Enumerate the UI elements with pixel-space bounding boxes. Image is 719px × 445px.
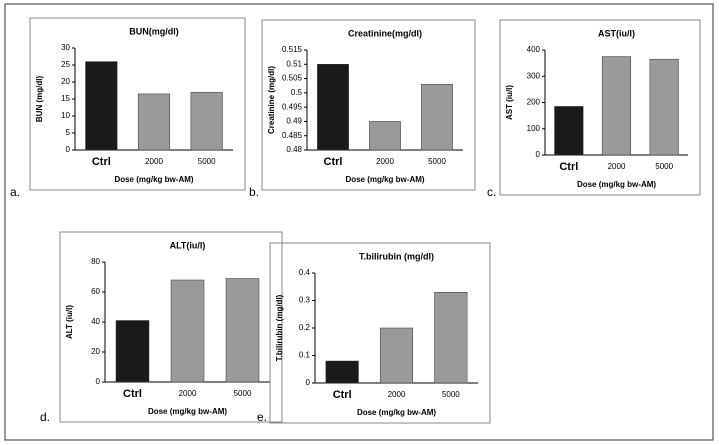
bar: [369, 121, 401, 151]
chart-title: AST(iu/l): [598, 28, 635, 38]
panel-label: d.: [40, 410, 50, 424]
y-axis-label: Creatinine (mg/dl): [267, 66, 276, 134]
y-axis-label: AST (iu/l): [505, 85, 514, 120]
y-axis-label: T.bilirubin (mg/dl): [275, 294, 284, 361]
y-tick-label: 15: [61, 94, 70, 103]
x-tick-label: 5000: [428, 157, 446, 166]
y-tick-label: 0: [66, 145, 71, 154]
y-tick-label: 0.515: [282, 45, 303, 54]
y-tick-label: 0.51: [286, 59, 302, 68]
x-tick-label: 5000: [198, 157, 216, 166]
bar: [225, 278, 260, 383]
y-tick-label: 20: [61, 77, 70, 86]
x-tick-label: 2000: [608, 162, 626, 171]
bar: [325, 360, 359, 384]
y-axis-label: ALT (iu/l): [65, 305, 74, 339]
bar: [649, 58, 679, 156]
bar: [379, 327, 414, 384]
panel-label: e.: [257, 410, 267, 424]
bar: [115, 320, 150, 383]
chart-box: [269, 242, 491, 424]
x-tick-label: 2000: [179, 389, 197, 398]
y-tick-label: 0.2: [299, 323, 311, 332]
y-tick-label: 20: [91, 347, 100, 356]
y-tick-label: 0.4: [299, 268, 311, 277]
y-tick-label: 0.3: [299, 296, 311, 305]
x-tick-label: Ctrl: [123, 388, 142, 400]
y-tick-label: 0.485: [282, 131, 303, 140]
x-axis-label: Dose (mg/kg bw-AM): [577, 180, 656, 189]
chart-title: ALT(iu/l): [170, 240, 206, 250]
bar: [85, 61, 118, 151]
y-tick-label: 0.48: [286, 145, 302, 154]
x-tick-label: 2000: [376, 157, 394, 166]
y-axis-label: BUN (mg/dl): [35, 76, 44, 123]
x-tick-label: 5000: [655, 162, 673, 171]
y-tick-label: 100: [527, 124, 541, 133]
x-axis-label: Dose (mg/kg bw-AM): [114, 175, 193, 184]
y-tick-label: 25: [61, 60, 70, 69]
bar: [554, 106, 584, 156]
x-tick-label: Ctrl: [92, 156, 111, 168]
x-tick-label: 2000: [388, 390, 406, 399]
chart-box: [499, 19, 701, 196]
y-tick-label: 40: [91, 317, 100, 326]
panel-label: b.: [249, 185, 259, 199]
chart-box: [59, 231, 283, 423]
chart-box: [29, 17, 246, 191]
y-tick-label: 0.49: [286, 117, 302, 126]
bar: [421, 84, 453, 151]
x-axis-label: Dose (mg/kg bw-AM): [148, 407, 227, 416]
y-tick-label: 60: [91, 287, 100, 296]
chart-title: T.bilirubin (mg/dl): [359, 251, 434, 261]
y-tick-label: 30: [61, 43, 70, 52]
y-tick-label: 0.505: [282, 74, 303, 83]
y-tick-label: 0.1: [299, 351, 311, 360]
x-tick-label: 5000: [234, 389, 252, 398]
y-tick-label: 200: [527, 98, 541, 107]
y-tick-label: 0: [306, 378, 311, 387]
y-tick-label: 10: [61, 111, 70, 120]
x-tick-label: Ctrl: [324, 156, 343, 168]
chart-box: [261, 19, 476, 191]
bar: [170, 279, 205, 383]
y-tick-label: 0: [536, 150, 541, 159]
y-tick-label: 0.495: [282, 102, 303, 111]
chart-title: BUN(mg/dl): [129, 26, 179, 36]
y-tick-label: 80: [91, 257, 100, 266]
x-tick-label: 2000: [145, 157, 163, 166]
y-tick-label: 0.5: [291, 88, 303, 97]
x-axis-label: Dose (mg/kg bw-AM): [357, 408, 436, 417]
x-tick-label: Ctrl: [559, 161, 578, 173]
bar: [601, 56, 632, 156]
bar: [137, 93, 171, 151]
bar: [317, 64, 349, 151]
bar: [434, 292, 468, 384]
y-tick-label: 400: [527, 45, 541, 54]
x-tick-label: Ctrl: [333, 389, 352, 401]
y-tick-label: 0: [96, 377, 101, 386]
panel-label: c.: [487, 185, 496, 199]
x-axis-label: Dose (mg/kg bw-AM): [345, 175, 424, 184]
bar: [190, 91, 223, 151]
x-tick-label: 5000: [442, 390, 460, 399]
panel-label: a.: [10, 185, 20, 199]
y-tick-label: 300: [527, 71, 541, 80]
y-tick-label: 5: [66, 128, 71, 137]
chart-title: Creatinine(mg/dl): [348, 28, 422, 38]
figure-border: [4, 3, 714, 441]
